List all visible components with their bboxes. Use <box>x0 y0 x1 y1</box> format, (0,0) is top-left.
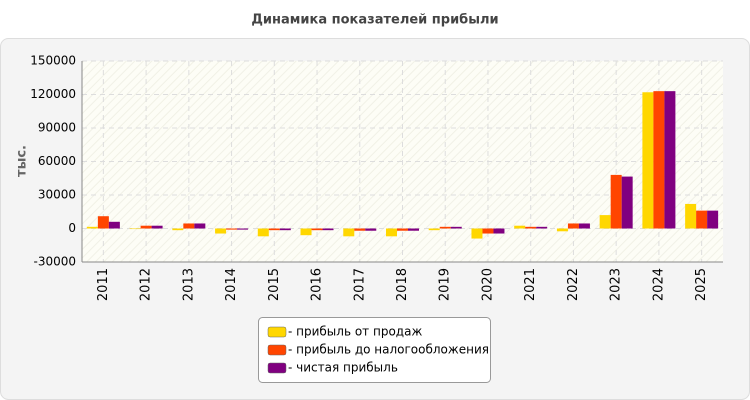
bar <box>311 228 323 231</box>
bar <box>578 223 590 229</box>
bar <box>257 228 269 237</box>
bar <box>525 226 537 229</box>
bar <box>194 223 206 229</box>
x-tick-label: 2025 <box>694 268 709 301</box>
bar <box>215 228 227 234</box>
x-tick-label: 2018 <box>395 268 410 301</box>
y-tick-label: 150000 <box>30 54 76 68</box>
bar <box>482 228 494 234</box>
y-tick-label: 30000 <box>38 188 76 202</box>
legend-swatch <box>267 362 287 374</box>
bar <box>237 228 249 230</box>
x-tick-label: 2019 <box>438 268 453 301</box>
bar <box>493 228 505 234</box>
bar <box>140 225 152 229</box>
y-tick-label: 120000 <box>30 87 76 101</box>
x-tick-label: 2017 <box>352 268 367 301</box>
legend-swatch <box>267 344 287 356</box>
x-tick-label: 2020 <box>480 268 495 301</box>
bar <box>599 215 611 229</box>
legend-swatch <box>267 326 287 338</box>
legend <box>258 317 491 383</box>
bar <box>129 228 141 230</box>
x-tick-label: 2016 <box>310 268 325 301</box>
bar <box>279 228 291 231</box>
x-tick-label: 2014 <box>224 268 239 301</box>
legend-label: - чистая прибыль <box>288 361 398 375</box>
y-axis-label: тыс. <box>15 145 30 177</box>
y-tick-label: -30000 <box>33 255 76 269</box>
bar <box>428 228 440 231</box>
bar <box>354 228 366 231</box>
x-tick-label: 2013 <box>181 268 196 301</box>
bar <box>621 176 633 229</box>
bar <box>97 216 109 229</box>
bar <box>567 223 579 229</box>
bar <box>514 225 526 229</box>
bar <box>696 210 708 229</box>
x-tick-label: 2021 <box>523 268 538 301</box>
x-tick-label: 2023 <box>609 268 624 301</box>
bar <box>86 226 98 229</box>
bar <box>183 223 195 229</box>
legend-label: - прибыль от продаж <box>288 325 422 339</box>
bar <box>365 228 377 231</box>
bar <box>610 174 622 229</box>
bar <box>343 228 355 237</box>
bar <box>300 228 312 236</box>
bar <box>439 226 451 229</box>
bar <box>707 210 719 229</box>
bar <box>108 221 120 229</box>
bar <box>268 228 280 231</box>
bar <box>386 228 397 237</box>
bar <box>642 92 654 229</box>
bar <box>172 228 184 231</box>
bar <box>322 228 334 231</box>
x-tick-label: 2024 <box>651 268 666 301</box>
bar <box>471 228 483 239</box>
x-tick-label: 2011 <box>96 268 111 301</box>
bar <box>664 91 676 229</box>
bar <box>397 228 408 231</box>
bar <box>653 91 665 229</box>
legend-label: - прибыль до налогообложения <box>288 343 489 357</box>
bar <box>408 228 419 231</box>
bar <box>226 228 238 230</box>
x-tick-label: 2012 <box>139 268 154 301</box>
bar <box>450 226 462 229</box>
bar <box>151 225 163 229</box>
chart-title: Динамика показателей прибыли <box>251 13 498 28</box>
x-tick-label: 2022 <box>566 268 581 301</box>
y-tick-label: 0 <box>68 221 76 235</box>
y-tick-label: 90000 <box>38 121 76 135</box>
bar <box>556 228 568 232</box>
bar <box>685 203 697 229</box>
y-tick-label: 60000 <box>38 154 76 168</box>
bar <box>536 226 548 229</box>
x-tick-label: 2015 <box>267 268 282 301</box>
